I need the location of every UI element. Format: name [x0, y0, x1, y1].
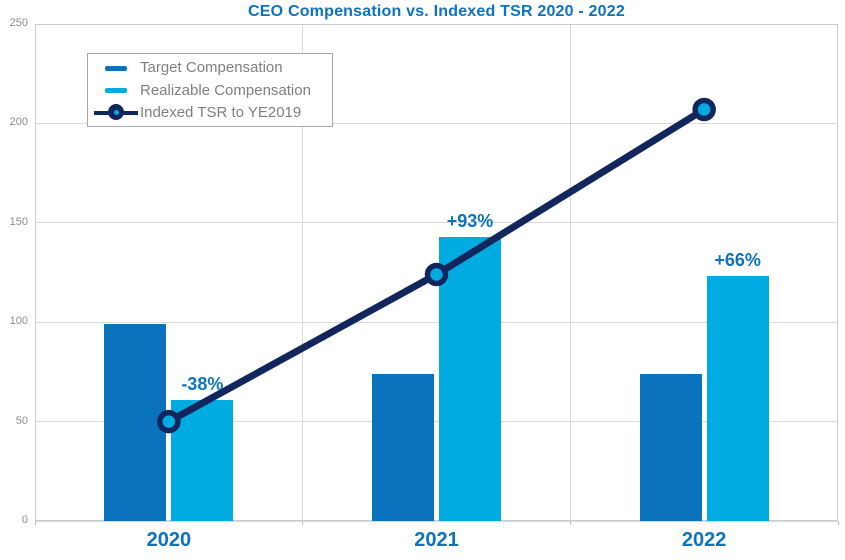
legend-item-realizable-compensation: Realizable Compensation	[94, 80, 326, 101]
x-axis-tickmark	[302, 521, 304, 525]
y-axis-tick-label: 150	[9, 215, 28, 228]
legend-item-label: Realizable Compensation	[140, 81, 311, 99]
chart-title: CEO Compensation vs. Indexed TSR 2020 - …	[248, 3, 625, 20]
y-axis-tick-label: 100	[9, 315, 28, 328]
tsr-marker-dot-icon	[113, 109, 119, 115]
x-axis-label-2022: 2022	[681, 529, 727, 551]
bar-target-2021	[372, 373, 434, 521]
bar-target-2022	[639, 373, 702, 521]
bar-realizable-2021	[439, 236, 501, 521]
legend-item-target-compensation: Target Compensation	[94, 57, 326, 78]
x-axis-label-2020: 2020	[146, 529, 192, 551]
y-axis-tick-label: 250	[9, 17, 28, 29]
realizable-dash-icon	[105, 88, 127, 93]
plot-border	[35, 24, 838, 521]
x-axis-label-2021: 2021	[414, 529, 459, 551]
bar-realizable-2020	[171, 399, 234, 521]
y-axis-tick-label: 0	[21, 514, 28, 526]
y-gridline	[35, 520, 838, 522]
bar-target-2020	[104, 324, 167, 521]
bar-realizable-2022	[706, 276, 769, 521]
data-label-2020: -38%	[181, 373, 224, 394]
legend-item-label: Target Compensation	[140, 59, 283, 77]
tsr-marker-icon	[108, 104, 124, 121]
target-series-swatch-icon	[94, 59, 138, 77]
realizable-series-swatch-icon	[94, 81, 138, 99]
tsr-series-swatch-icon	[94, 103, 138, 121]
data-label-2022: +66%	[714, 250, 761, 271]
x-axis-tickmark	[569, 521, 571, 525]
x-axis-tickmark	[34, 521, 36, 525]
legend-item-label: Indexed TSR to YE2019	[140, 103, 302, 121]
y-axis-tick-label: 200	[9, 116, 28, 129]
y-axis-tick-label: 50	[15, 414, 28, 427]
data-label-2021: +93%	[446, 210, 494, 231]
target-dash-icon	[105, 65, 127, 71]
legend-item-indexed-tsr: Indexed TSR to YE2019	[94, 102, 326, 123]
legend: Target Compensation Realizable Compensat…	[87, 53, 333, 127]
x-axis-tickmark	[837, 521, 839, 525]
